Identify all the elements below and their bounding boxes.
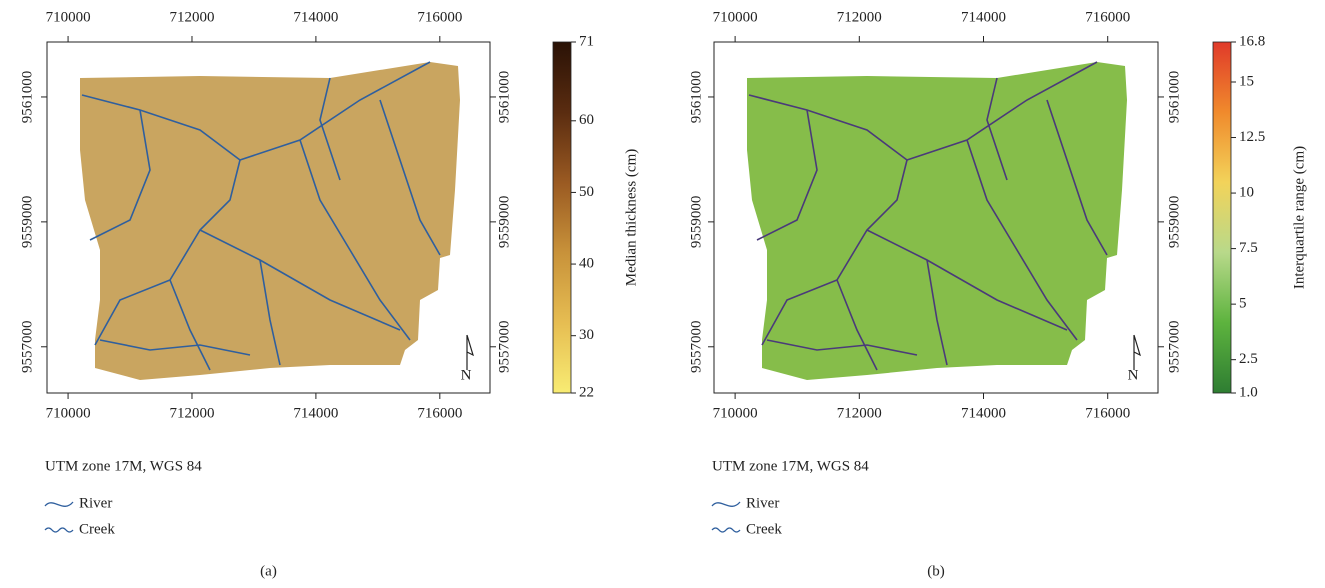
colorbar-label: Median thickness (cm) — [623, 149, 639, 286]
panel-label: (a) — [260, 563, 277, 579]
colorbar-tick-label: 71 — [579, 33, 594, 49]
x-tick-label: 716000 — [417, 405, 462, 421]
y-tick-label: 9559000 — [1166, 196, 1182, 249]
x-tick-label: 716000 — [417, 9, 462, 25]
colorbar-tick-label: 30 — [579, 327, 594, 343]
colorbar — [553, 42, 571, 393]
y-tick-label: 9561000 — [1166, 71, 1182, 124]
x-tick-label: 710000 — [46, 405, 91, 421]
colorbar-tick-label: 2.5 — [1239, 351, 1258, 367]
north-label: N — [461, 367, 472, 383]
x-tick-label: 712000 — [169, 9, 214, 25]
colorbar-tick-label: 10 — [1239, 185, 1254, 201]
north-arrow — [467, 335, 473, 370]
crs-label: UTM zone 17M, WGS 84 — [712, 458, 869, 474]
colorbar-tick-label: 16.8 — [1239, 33, 1265, 49]
north-arrow — [1134, 335, 1140, 370]
colorbar — [1213, 42, 1231, 393]
colorbar-tick-label: 12.5 — [1239, 129, 1265, 145]
colorbar-tick-label: 40 — [579, 255, 594, 271]
x-tick-label: 716000 — [1085, 405, 1130, 421]
colorbar-tick-label: 60 — [579, 112, 594, 128]
y-tick-label: 9557000 — [1166, 321, 1182, 374]
legend-label: Creek — [746, 521, 782, 537]
y-tick-label: 9561000 — [496, 71, 512, 124]
y-tick-label: 9557000 — [19, 321, 35, 374]
x-tick-label: 710000 — [713, 9, 758, 25]
x-tick-label: 716000 — [1085, 9, 1130, 25]
x-tick-label: 714000 — [293, 9, 338, 25]
legend-swatch — [45, 502, 73, 506]
x-tick-label: 710000 — [713, 405, 758, 421]
figure: 7100007100007120007120007140007140007160… — [0, 0, 1325, 588]
crs-label: UTM zone 17M, WGS 84 — [45, 458, 202, 474]
y-tick-label: 9559000 — [496, 196, 512, 249]
colorbar-tick-label: 1.0 — [1239, 384, 1258, 400]
y-tick-label: 9557000 — [688, 321, 704, 374]
y-tick-label: 9557000 — [496, 321, 512, 374]
x-tick-label: 710000 — [46, 9, 91, 25]
y-tick-label: 9559000 — [688, 196, 704, 249]
legend-swatch — [712, 528, 740, 532]
colorbar-tick-label: 22 — [579, 384, 594, 400]
x-tick-label: 714000 — [961, 9, 1006, 25]
colorbar-tick-label: 7.5 — [1239, 240, 1258, 256]
x-tick-label: 712000 — [169, 405, 214, 421]
legend-label: River — [746, 495, 779, 511]
x-tick-label: 712000 — [837, 405, 882, 421]
legend-label: Creek — [79, 521, 115, 537]
y-tick-label: 9561000 — [19, 71, 35, 124]
x-tick-label: 714000 — [293, 405, 338, 421]
colorbar-tick-label: 5 — [1239, 296, 1247, 312]
legend-label: River — [79, 495, 112, 511]
x-tick-label: 714000 — [961, 405, 1006, 421]
colorbar-tick-label: 50 — [579, 184, 594, 200]
legend-swatch — [45, 528, 73, 532]
north-label: N — [1128, 367, 1139, 383]
y-tick-label: 9561000 — [688, 71, 704, 124]
colorbar-label: Interquartile range (cm) — [1291, 146, 1307, 289]
legend-swatch — [712, 502, 740, 506]
x-tick-label: 712000 — [837, 9, 882, 25]
panel-label: (b) — [927, 563, 945, 579]
y-tick-label: 9559000 — [19, 196, 35, 249]
colorbar-tick-label: 15 — [1239, 73, 1254, 89]
